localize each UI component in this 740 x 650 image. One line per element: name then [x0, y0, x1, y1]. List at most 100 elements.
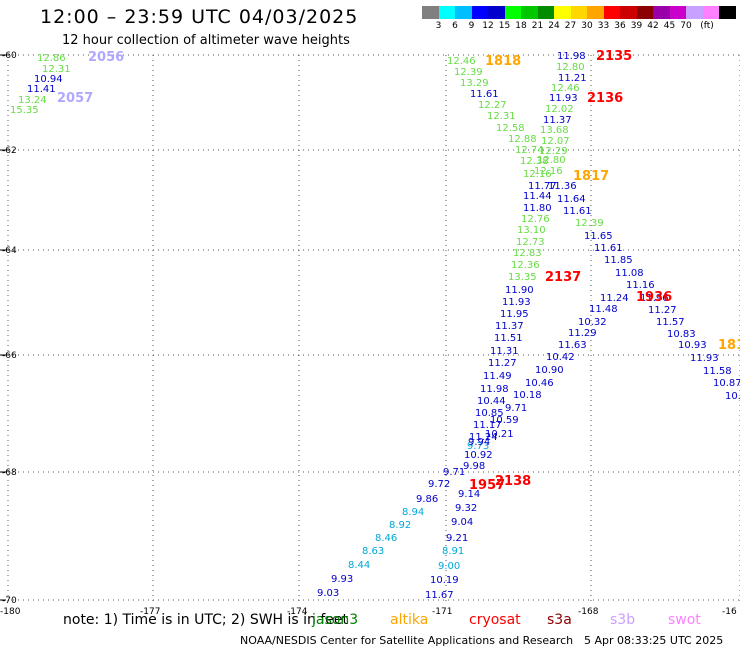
wave-height-label: 10.42 [546, 352, 575, 363]
wave-height-label: 8.63 [362, 546, 384, 557]
scale-label: 21 [531, 21, 544, 31]
wave-height-label: 11.44 [523, 191, 552, 202]
wave-height-label: 11.93 [549, 93, 578, 104]
wave-height-label: 12.31 [42, 64, 71, 75]
scale-swatch [587, 6, 604, 19]
page-title: 12:00 – 23:59 UTC 04/03/2025 [40, 6, 359, 28]
scale-swatch [669, 6, 687, 19]
pass-id-label: 2137 [545, 270, 581, 285]
wave-height-label: 10.46 [525, 378, 554, 389]
wave-height-label: 11.24 [469, 432, 498, 443]
wave-height-label: 10.83 [667, 329, 696, 340]
scale-label: 15 [498, 21, 511, 31]
lon-tick-label: -16 [722, 607, 737, 617]
wave-height-label: 8.44 [348, 560, 370, 571]
pass-id-label: 1957 [469, 478, 505, 493]
wave-height-label: 12.58 [496, 123, 525, 134]
wave-height-label: 9.72 [428, 479, 450, 490]
wave-height-label: 9.94 [468, 437, 490, 448]
pass-id-label: 2056 [88, 50, 124, 65]
pass-id-label: 1817 [573, 169, 609, 184]
wave-height-label: 11.61 [594, 243, 623, 254]
scale-swatch [702, 6, 720, 19]
pass-id-label: 181 [718, 338, 740, 353]
lat-tick-label: -66 [2, 351, 17, 361]
wave-height-label: 11.37 [495, 321, 524, 332]
lon-tick-label: -177 [140, 607, 160, 617]
wave-height-label: 8.91 [442, 546, 464, 557]
satellite-legend-item: s3b [610, 612, 636, 628]
wave-height-label: 12.73 [516, 237, 545, 248]
scale-label: 27 [564, 21, 577, 31]
wave-height-label: 11.85 [604, 255, 633, 266]
wave-height-label: 12.39 [575, 218, 604, 229]
wave-height-label: 8.46 [375, 533, 397, 544]
satellite-legend-item: cryosat [469, 612, 521, 628]
scale-swatch [570, 6, 588, 19]
wave-height-label: 10.87 [713, 378, 740, 389]
wave-height-label: 9.86 [416, 494, 438, 505]
page-subtitle: 12 hour collection of altimeter wave hei… [62, 33, 350, 48]
wave-height-label: 13.24 [18, 95, 47, 106]
wave-height-label: 13.10 [517, 225, 546, 236]
wave-height-label: 10.92 [464, 450, 493, 461]
wave-height-label: 12.38 [520, 156, 549, 167]
pass-id-label: 2135 [596, 49, 632, 64]
wave-height-label: 11.16 [626, 280, 655, 291]
wave-height-label: 10.44 [477, 396, 506, 407]
wave-height-label: 12.80 [556, 62, 585, 73]
wave-height-label: 11.90 [505, 285, 534, 296]
wave-height-label: 11.17 [473, 420, 502, 431]
wave-height-label: 9.98 [463, 461, 485, 472]
wave-height-label: 8.94 [402, 507, 424, 518]
pass-id-label: 2057 [57, 91, 93, 106]
pass-id-label: 1936 [636, 290, 672, 305]
scale-swatch [504, 6, 522, 19]
wave-height-label: 12.80 [537, 155, 566, 166]
satellite-legend-item: s3a [547, 612, 572, 628]
credit-text: NOAA/NESDIS Center for Satellite Applica… [240, 634, 574, 647]
wave-height-label: 10.32 [578, 317, 607, 328]
wave-height-label: 11.93 [502, 297, 531, 308]
wave-height-label: 10.94 [34, 74, 63, 85]
scale-swatch [603, 6, 621, 19]
scale-label: 18 [515, 21, 527, 31]
wave-height-label: 9.73 [467, 441, 489, 452]
scale-swatch [554, 6, 571, 19]
scale-label: 33 [597, 21, 610, 31]
scale-label: 12 [482, 21, 494, 31]
wave-height-label: 13.35 [508, 272, 537, 283]
wave-height-label: 11.37 [543, 115, 572, 126]
wave-height-label: 11.41 [27, 84, 56, 95]
wave-height-label: 10.85 [475, 408, 504, 419]
wave-height-label: 13.29 [460, 78, 489, 89]
wave-height-label: 11.27 [488, 358, 517, 369]
wave-height-label: 11.67 [425, 590, 454, 601]
scale-label: 70 [680, 21, 692, 31]
wave-height-label: 11.95 [500, 309, 529, 320]
wave-height-label: 12.46 [447, 56, 476, 67]
wave-height-label: 9.32 [455, 503, 477, 514]
wave-height-label: 11.64 [557, 194, 586, 205]
scale-label: 24 [548, 21, 560, 31]
wave-height-label: 8.92 [389, 520, 411, 531]
scale-label: 30 [581, 21, 593, 31]
wave-height-label: 10.19 [430, 575, 459, 586]
scale-swatch [686, 6, 703, 19]
wave-height-label: 12.02 [545, 104, 574, 115]
scale-unit: (ft) [700, 21, 714, 31]
wave-height-label: 12.46 [551, 83, 580, 94]
scale-swatch [471, 6, 489, 19]
scale-swatch [653, 6, 670, 19]
scale-swatch [537, 6, 555, 19]
scale-swatch [620, 6, 637, 19]
satellite-legend-item: swot [668, 612, 701, 628]
wave-height-label: 10. [725, 391, 740, 402]
wave-height-label: 11.77 [528, 181, 557, 192]
wave-height-label: 9.14 [458, 489, 480, 500]
wave-height-label: 11.31 [490, 346, 519, 357]
wave-height-label: 11.61 [563, 206, 592, 217]
wave-height-label: 11.36 [548, 181, 577, 192]
